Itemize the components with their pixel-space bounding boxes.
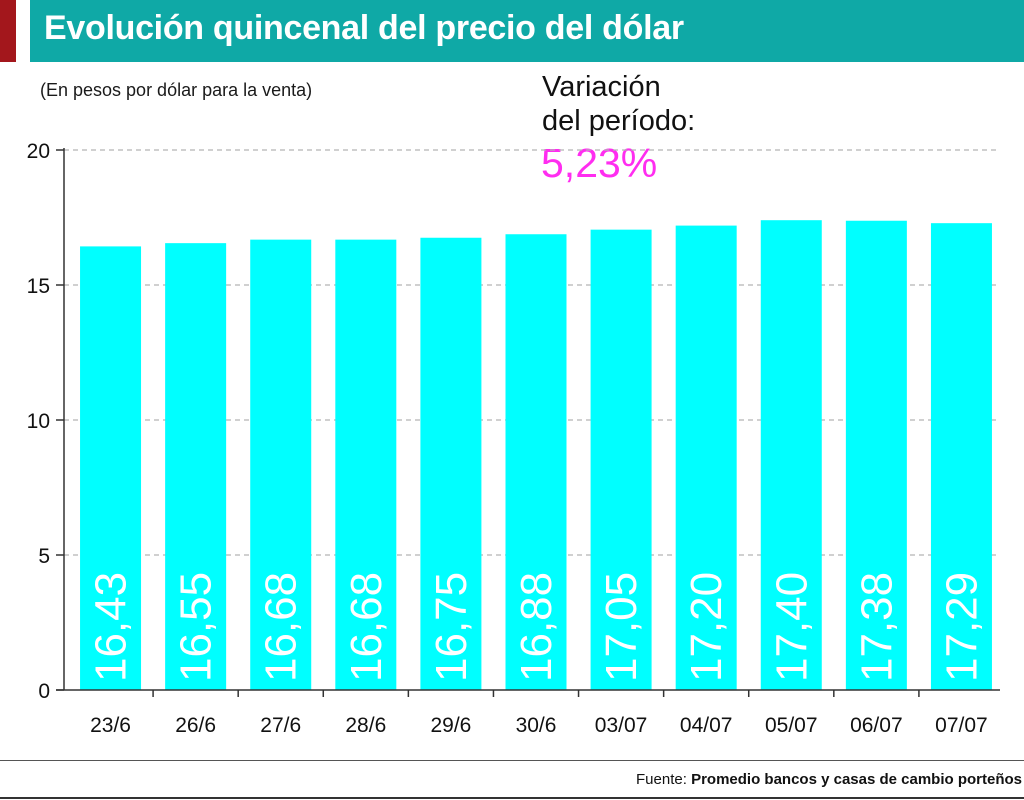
x-tick-label: 23/6 xyxy=(90,714,131,737)
bar-value-label: 16,68 xyxy=(342,572,391,682)
source-name: Promedio bancos y casas de cambio porteñ… xyxy=(691,771,1022,788)
x-tick-label: 26/6 xyxy=(175,714,216,737)
page-title: Evolución quincenal del precio del dólar xyxy=(44,9,684,47)
bar-value-label: 16,55 xyxy=(172,572,221,682)
bar xyxy=(505,234,567,691)
x-tick-label: 05/07 xyxy=(765,714,818,737)
source-footer: Fuente: Promedio bancos y casas de cambi… xyxy=(0,760,1024,800)
bar-value-label: 17,29 xyxy=(937,572,986,682)
bar xyxy=(590,229,652,690)
bar xyxy=(80,246,142,690)
x-tick-label: 03/07 xyxy=(595,714,648,737)
header-accent xyxy=(0,0,16,62)
y-tick-label: 0 xyxy=(38,680,50,703)
bar-value-label: 16,88 xyxy=(512,572,561,682)
bar-value-label: 17,38 xyxy=(852,572,901,682)
source-prefix: Fuente: xyxy=(636,771,687,788)
bar xyxy=(250,239,312,690)
x-tick-label: 30/6 xyxy=(516,714,557,737)
x-tick-label: 07/07 xyxy=(935,714,988,737)
variation-value: 5,23% xyxy=(541,140,658,186)
header-bar: Evolución quincenal del precio del dólar xyxy=(0,0,1024,62)
header-background xyxy=(30,0,1024,62)
variation-label-line2: del período: xyxy=(542,105,696,137)
bar xyxy=(420,237,482,690)
chart-subtitle: (En pesos por dólar para la venta) xyxy=(40,80,313,100)
y-tick-label: 10 xyxy=(27,410,50,433)
x-tick-label: 29/6 xyxy=(430,714,471,737)
x-tick-label: 06/07 xyxy=(850,714,903,737)
bar xyxy=(675,225,737,690)
x-tick-label: 27/6 xyxy=(260,714,301,737)
bar-value-label: 17,05 xyxy=(597,572,646,682)
y-tick-label: 20 xyxy=(27,140,50,163)
variation-label: Variación del período: xyxy=(542,70,695,138)
variation-label-line1: Variación xyxy=(542,71,661,103)
bar xyxy=(165,243,227,690)
bar-value-label: 16,75 xyxy=(427,572,476,682)
x-tick-label: 04/07 xyxy=(680,714,733,737)
bar-value-label: 16,43 xyxy=(87,572,136,682)
bar xyxy=(930,223,992,691)
bar-value-label: 17,40 xyxy=(767,572,816,682)
bar xyxy=(760,220,822,690)
x-tick-label: 28/6 xyxy=(345,714,386,737)
bar xyxy=(845,220,907,691)
source-text: Fuente: Promedio bancos y casas de cambi… xyxy=(636,771,1022,788)
bottom-rule xyxy=(0,797,1024,799)
bar-chart: 0 5 10 15 20 16,43 23/6 16,55 26/6 16,68 27/6 16,68… xyxy=(27,140,1000,737)
bar-value-label: 16,68 xyxy=(257,572,306,682)
y-tick-label: 5 xyxy=(38,545,50,568)
y-tick-label: 15 xyxy=(27,275,50,298)
bar xyxy=(335,239,397,690)
bar-value-label: 17,20 xyxy=(682,572,731,682)
